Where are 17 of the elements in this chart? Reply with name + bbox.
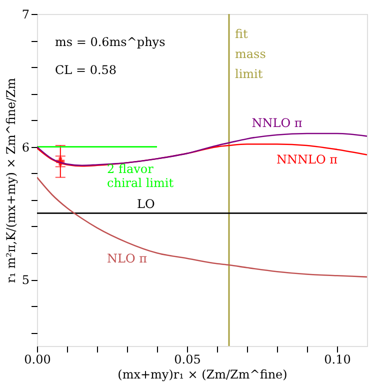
x-tick-label: 0.05: [174, 352, 201, 366]
x-tick-label: 0.00: [24, 352, 51, 366]
y-tick-label: 7: [22, 8, 30, 22]
y-axis-title: r₁ m²π,K/(mx+my) × Zm^fine/Zm: [4, 77, 18, 284]
line-series: [37, 176, 367, 278]
y-tick-label: 5: [22, 273, 30, 288]
annotation: CL = 0.58: [55, 63, 117, 77]
series-label: 2 flavor chiral limit: [107, 162, 174, 190]
ref-line-label: fit mass limit: [235, 27, 266, 81]
y-tick-label: 6: [22, 140, 30, 154]
series-label: NNNLO π: [276, 152, 338, 166]
annotation: ms = 0.6ms^phys: [55, 35, 166, 49]
x-tick-label: 0.10: [324, 352, 351, 366]
series-label: LO: [137, 197, 155, 212]
series-label: NNLO π: [252, 116, 302, 130]
series-label: NLO π: [106, 251, 148, 266]
x-axis-title: (mx+my)r₁ × (Zm/Zm^fine): [118, 368, 288, 382]
